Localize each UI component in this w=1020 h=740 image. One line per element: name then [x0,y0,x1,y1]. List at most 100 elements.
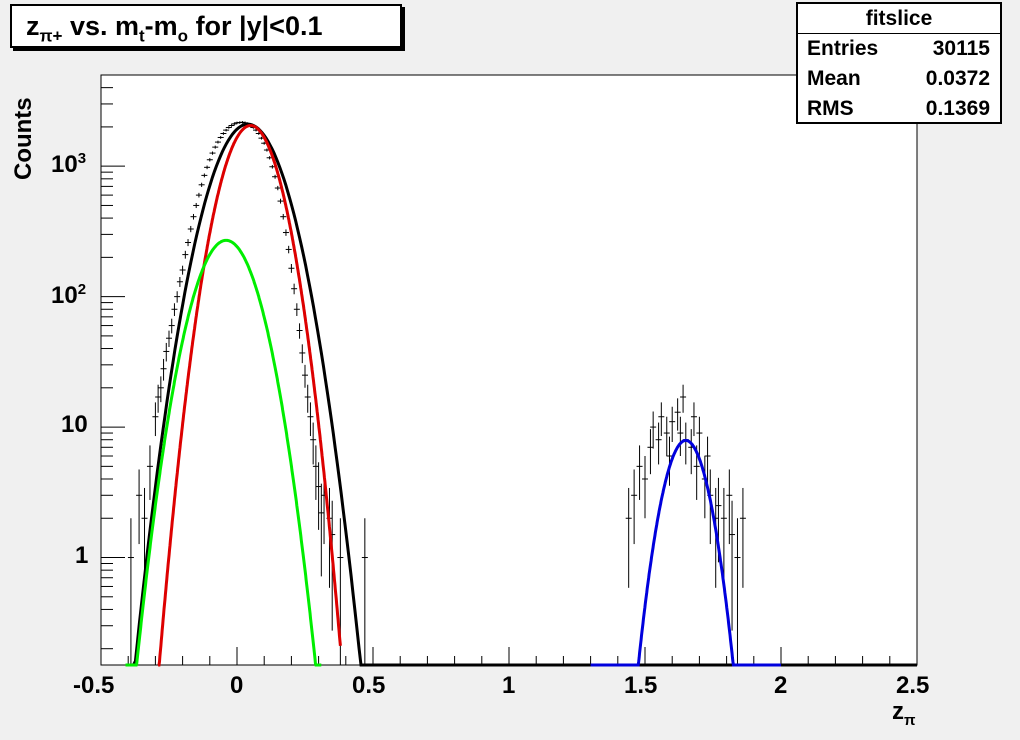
fit-curve-2 [125,238,322,667]
data-point [690,402,697,437]
data-point [696,416,703,457]
data-point [136,469,143,545]
data-point [304,384,311,413]
stats-value: 0.1369 [925,97,990,120]
data-point [166,330,172,348]
data-point [674,398,681,431]
data-point [225,126,232,129]
data-point [361,518,368,665]
data-point [206,158,213,162]
data-point [636,445,643,500]
data-point [669,406,676,443]
data-point [307,402,314,437]
data-point [293,303,300,316]
data-point [152,402,159,437]
data-point [198,182,205,187]
stats-label: Mean [807,67,861,90]
data-point [223,128,230,132]
plot-title: zπ+ vs. mt-mo for |y|<0.1 [26,11,323,46]
data-point [280,213,287,220]
data-point [285,245,292,254]
fit-curve-1 [157,124,342,667]
y-axis-ticks [101,74,125,650]
data-point [720,487,727,588]
data-point [209,151,216,155]
data-point [160,358,167,381]
data-point [174,291,181,303]
data-point [187,225,194,233]
stats-label: Entries [807,37,879,60]
x-tick-label: 1 [502,672,516,699]
data-point [625,487,632,588]
data-point [190,213,197,220]
data-point [663,416,670,457]
plot-frame [100,74,918,666]
data-point [655,422,662,465]
data-point [299,344,306,364]
data-point [296,323,303,339]
data-point [171,303,178,316]
data-point [680,384,687,413]
data-point [212,145,219,149]
y-tick-label: 10 [61,411,88,439]
data-point [220,132,227,135]
data-point [666,436,673,486]
stats-row-entries: Entries 30115 [798,34,1000,64]
data-point [182,250,189,259]
data-point [176,277,183,287]
x-tick-label: 2 [774,672,788,699]
data-point [277,198,284,204]
data-point [704,436,711,486]
data-point [729,500,736,631]
x-tick-label: 2.5 [896,672,930,699]
plot-title-box: zπ+ vs. mt-mo for |y|<0.1 [10,4,402,48]
stats-box: fitslice Entries 30115 Mean 0.0372 RMS 0… [796,2,1002,124]
stats-row-rms: RMS 0.1369 [798,94,1000,124]
data-point [217,136,224,139]
data-point [127,518,134,665]
x-tick-label: 0 [230,672,244,699]
stats-label: RMS [807,97,854,120]
y-tick-label: 1 [75,541,89,569]
data-point [312,445,319,500]
stats-title: fitslice [798,4,1000,34]
data-point [185,239,192,247]
data-point [315,462,322,530]
data-point [201,173,208,178]
stats-value: 0.0372 [925,67,990,90]
data-point [179,265,186,275]
y-tick-label: 102 [51,280,87,309]
x-axis-label: zπ [892,698,916,729]
data-point [168,318,175,334]
data-point [318,483,325,577]
data-point [272,174,279,179]
data-point [288,264,295,273]
fit-curves [125,122,917,667]
data-point [282,229,289,236]
data-point [739,487,746,588]
data-point [193,202,200,209]
data-point [647,429,654,475]
data-point [658,402,665,437]
x-tick-label: 1.5 [624,672,658,699]
data-point [677,416,684,457]
y-axis-label: Counts [10,97,37,180]
fit-curve-3 [590,438,781,667]
data-point [228,124,235,127]
data-point [302,364,308,388]
data-point [204,165,211,170]
data-point [214,140,221,144]
data-point [274,185,281,191]
data-point [195,192,202,198]
data-point [291,283,298,295]
data-point [650,411,657,449]
y-tick-label: 103 [51,150,87,179]
data-point [726,469,733,545]
stats-value: 30115 [932,37,990,60]
x-tick-label: -0.5 [73,672,115,699]
data-point [155,384,162,413]
stats-row-mean: Mean 0.0372 [798,64,1000,94]
data-point [146,445,153,500]
data-point [163,342,170,362]
